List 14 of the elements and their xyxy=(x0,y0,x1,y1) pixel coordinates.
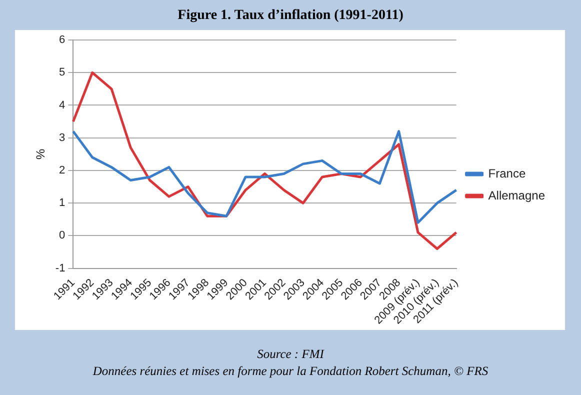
y-tick-label: 2 xyxy=(59,164,66,176)
chart-title: Figure 1. Taux d’inflation (1991-2011) xyxy=(176,8,404,24)
source-note: Source : FMI xyxy=(256,346,326,363)
y-tick-label: 5 xyxy=(59,66,66,79)
y-tick-label: 0 xyxy=(59,230,66,242)
legend-label: Allemagne xyxy=(488,188,546,202)
y-tick-label: -1 xyxy=(55,262,66,274)
text: Données réunies et mises en forme pour la Fondation Robert Schuman, © FRS xyxy=(92,363,490,380)
legend-label: France xyxy=(488,166,526,180)
y-tick-label: 1 xyxy=(59,197,66,210)
y-axis-title: % xyxy=(34,148,48,160)
y-tick-label: 6 xyxy=(59,34,66,46)
y-tick-label: 4 xyxy=(59,99,66,112)
y-tick-label: 3 xyxy=(59,132,66,144)
